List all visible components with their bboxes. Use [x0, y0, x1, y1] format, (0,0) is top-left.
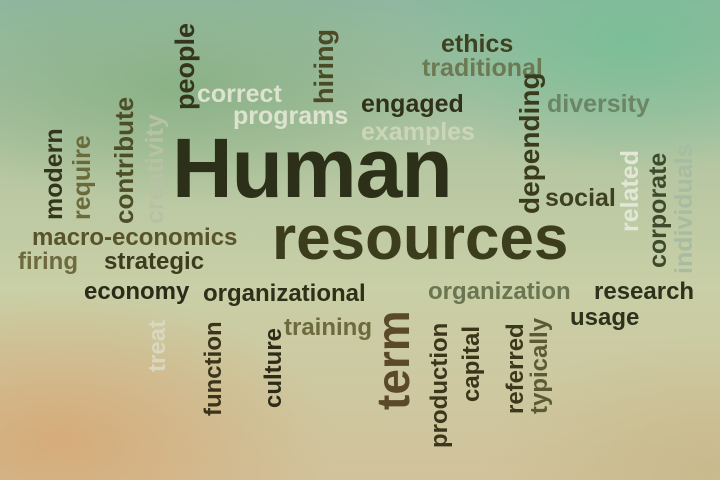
word-resources: resources — [272, 204, 569, 273]
word-culture: culture — [260, 327, 287, 408]
word-require: require — [68, 135, 96, 220]
word-contribute: contribute — [109, 96, 139, 224]
word-corporate: corporate — [644, 152, 672, 268]
word-function: function — [200, 321, 227, 416]
word-research: research — [594, 278, 695, 305]
word-typically: typically — [526, 317, 553, 414]
word-organization: organization — [428, 278, 571, 305]
word-production: production — [426, 322, 453, 448]
word-examples: examples — [361, 118, 475, 146]
word-usage: usage — [570, 304, 640, 331]
word-programs: programs — [233, 102, 349, 130]
word-capital: capital — [458, 325, 485, 402]
word-organizational: organizational — [203, 280, 366, 307]
word-hiring: hiring — [309, 29, 339, 104]
word-modern: modern — [40, 128, 68, 220]
word-treat: treat — [144, 319, 171, 372]
word-depending: depending — [514, 72, 545, 214]
word-human: Human — [172, 121, 453, 215]
word-related: related — [616, 150, 644, 232]
word-macro-economics: macro-economics — [32, 224, 238, 251]
word-engaged: engaged — [361, 90, 464, 118]
word-term: term — [367, 310, 419, 410]
word-strategic: strategic — [104, 248, 205, 275]
word-individuals: individuals — [670, 143, 698, 274]
word-social: social — [545, 184, 616, 212]
word-correct: correct — [197, 80, 282, 108]
word-traditional: traditional — [422, 54, 543, 82]
word-creativity: creativity — [141, 114, 169, 224]
word-firing: firing — [18, 248, 78, 275]
word-economy: economy — [84, 278, 190, 305]
word-people: people — [170, 22, 200, 110]
word-training: training — [284, 314, 372, 341]
word-referred: referred — [502, 323, 529, 414]
word-ethics: ethics — [441, 30, 514, 58]
word-diversity: diversity — [547, 90, 650, 118]
